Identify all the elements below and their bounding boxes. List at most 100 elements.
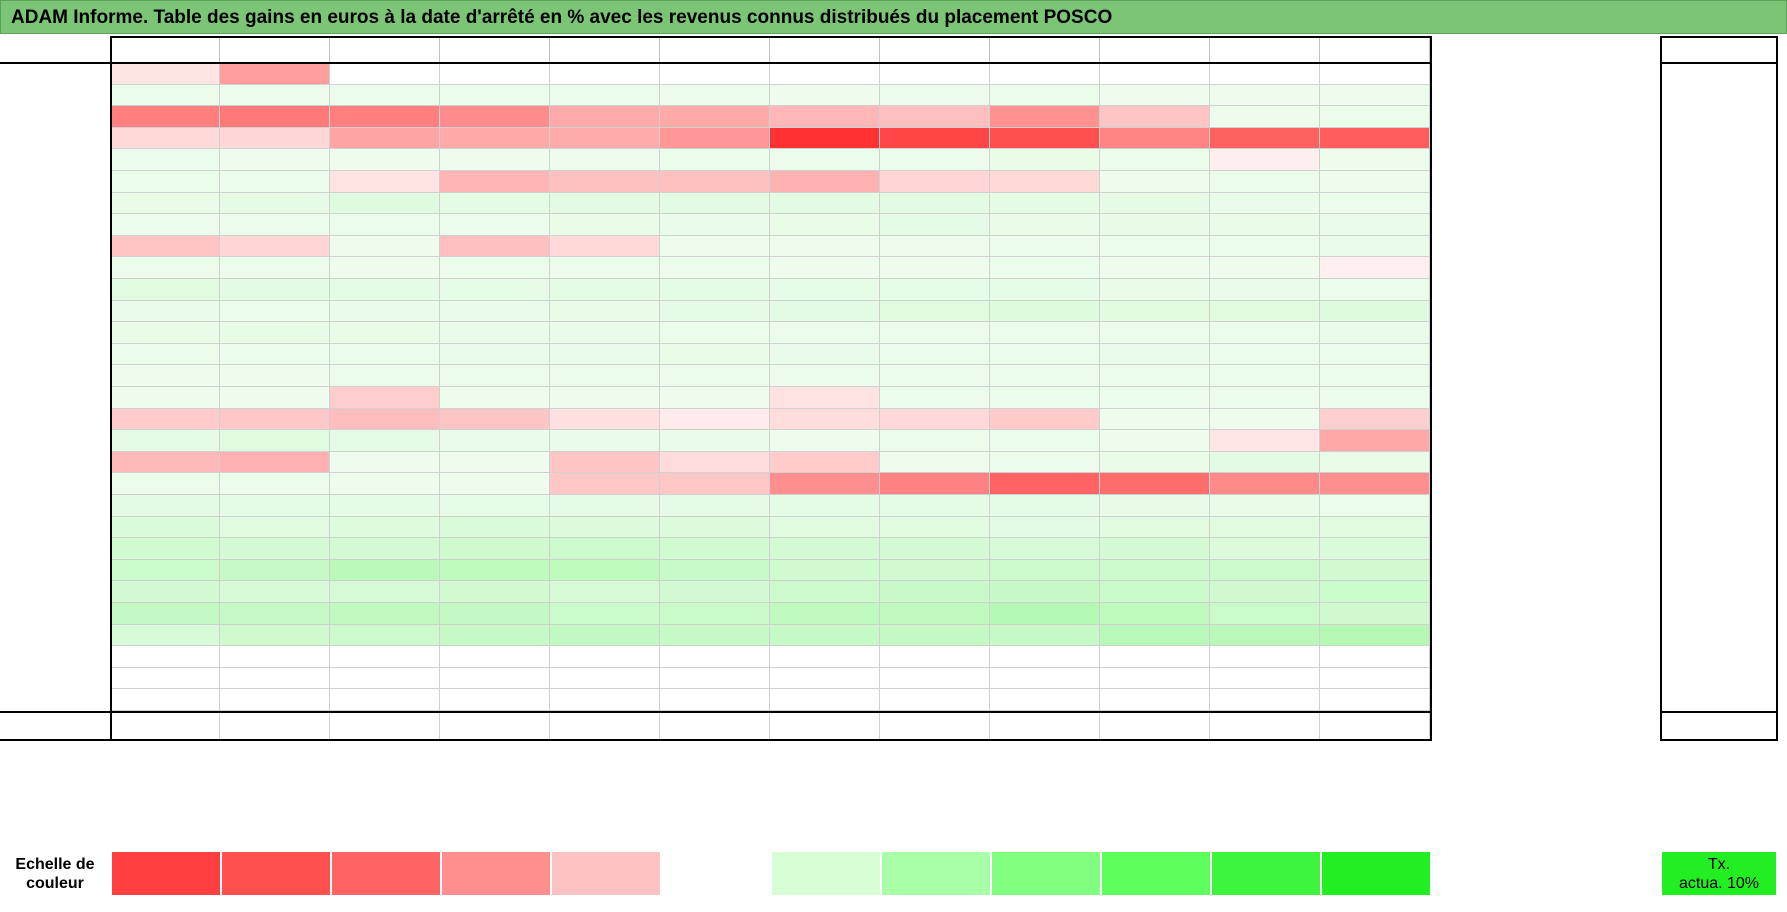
table-cell: [660, 495, 770, 517]
row-rate: [1660, 603, 1778, 625]
table-cell: [220, 84, 330, 107]
table-cell: [1100, 451, 1210, 474]
table-cell: [330, 689, 440, 711]
table-cell: [1320, 603, 1430, 625]
table-cell: [220, 603, 330, 625]
row-rate: [1660, 193, 1778, 215]
year-label: [0, 495, 110, 517]
legend-label-line2: couleur: [26, 874, 84, 892]
table-cell: [440, 451, 550, 474]
month-header-2: [220, 36, 330, 63]
table-cell: [990, 257, 1100, 279]
legend-swatch: [1322, 852, 1430, 895]
table-cell: [220, 192, 330, 215]
table-cell: [440, 235, 550, 258]
table-cell: [550, 667, 660, 690]
table-cell: [660, 559, 770, 582]
table-cell: [1210, 516, 1320, 539]
table-cell: [220, 430, 330, 452]
table-cell: [1210, 149, 1320, 171]
row-rate: [1660, 538, 1778, 560]
table-cell: [330, 603, 440, 625]
table-cell: [660, 387, 770, 409]
table-cell: [110, 689, 220, 711]
table-cell: [990, 149, 1100, 171]
month-header-12: [1320, 36, 1430, 63]
table-cell: [990, 214, 1100, 236]
table-cell: [1100, 516, 1210, 539]
year-label: [0, 387, 110, 409]
legend-rate-line2: actua. 10%: [1678, 874, 1760, 892]
table-cell: [440, 559, 550, 582]
table-cell: [550, 430, 660, 452]
table-cell: [220, 495, 330, 517]
year-label: [0, 106, 110, 128]
table-cell: [440, 300, 550, 323]
table-cell: [990, 343, 1100, 366]
table-cell: [660, 192, 770, 215]
legend-swatch: [332, 852, 440, 895]
table-border: [1430, 36, 1432, 739]
table-cell: [990, 235, 1100, 258]
table-cell: [1100, 495, 1210, 517]
table-cell: [550, 624, 660, 647]
table-cell: [1320, 106, 1430, 128]
table-cell: [1320, 171, 1430, 193]
rate-column-header: [1660, 36, 1778, 63]
table-cell: [990, 559, 1100, 582]
table-cell: [220, 149, 330, 171]
table-cell: [110, 516, 220, 539]
table-cell: [220, 559, 330, 582]
legend-swatch: [772, 852, 880, 895]
table-border: [0, 739, 1432, 741]
row-rate: [1660, 625, 1778, 647]
table-cell: [110, 84, 220, 107]
table-cell: [880, 451, 990, 474]
year-label: [0, 625, 110, 647]
footer-rate: [880, 712, 990, 739]
table-cell: [440, 495, 550, 517]
table-cell: [880, 538, 990, 560]
month-header-6: [660, 36, 770, 63]
table-cell: [990, 365, 1100, 387]
table-cell: [1210, 300, 1320, 323]
legend-swatch: [222, 852, 330, 895]
table-cell: [1320, 538, 1430, 560]
table-cell: [990, 408, 1100, 431]
table-cell: [110, 343, 220, 366]
table-cell: [330, 106, 440, 128]
table-cell: [880, 257, 990, 279]
footer-rate: [330, 712, 440, 739]
table-cell: [1100, 322, 1210, 344]
footer-rate: [770, 712, 880, 739]
table-cell: [1210, 343, 1320, 366]
table-cell: [330, 127, 440, 150]
table-cell: [880, 581, 990, 603]
table-cell: [1210, 171, 1320, 193]
table-cell: [220, 214, 330, 236]
table-cell: [110, 603, 220, 625]
year-label: [0, 473, 110, 495]
year-label: [0, 581, 110, 603]
table-cell: [550, 365, 660, 387]
table-cell: [1210, 451, 1320, 474]
table-cell: [880, 516, 990, 539]
table-cell: [660, 235, 770, 258]
table-cell: [110, 667, 220, 690]
year-label: [0, 171, 110, 193]
table-cell: [330, 667, 440, 690]
table-cell: [1320, 646, 1430, 668]
table-border: [1660, 711, 1778, 713]
table-cell: [990, 84, 1100, 107]
table-cell: [770, 300, 880, 323]
table-cell: [990, 646, 1100, 668]
table-cell: [660, 106, 770, 128]
table-cell: [110, 322, 220, 344]
table-cell: [330, 149, 440, 171]
row-rate: [1660, 236, 1778, 258]
table-cell: [1100, 559, 1210, 582]
footer-rate: [1100, 712, 1210, 739]
table-cell: [1320, 84, 1430, 107]
table-cell: [1320, 192, 1430, 215]
table-cell: [770, 84, 880, 107]
